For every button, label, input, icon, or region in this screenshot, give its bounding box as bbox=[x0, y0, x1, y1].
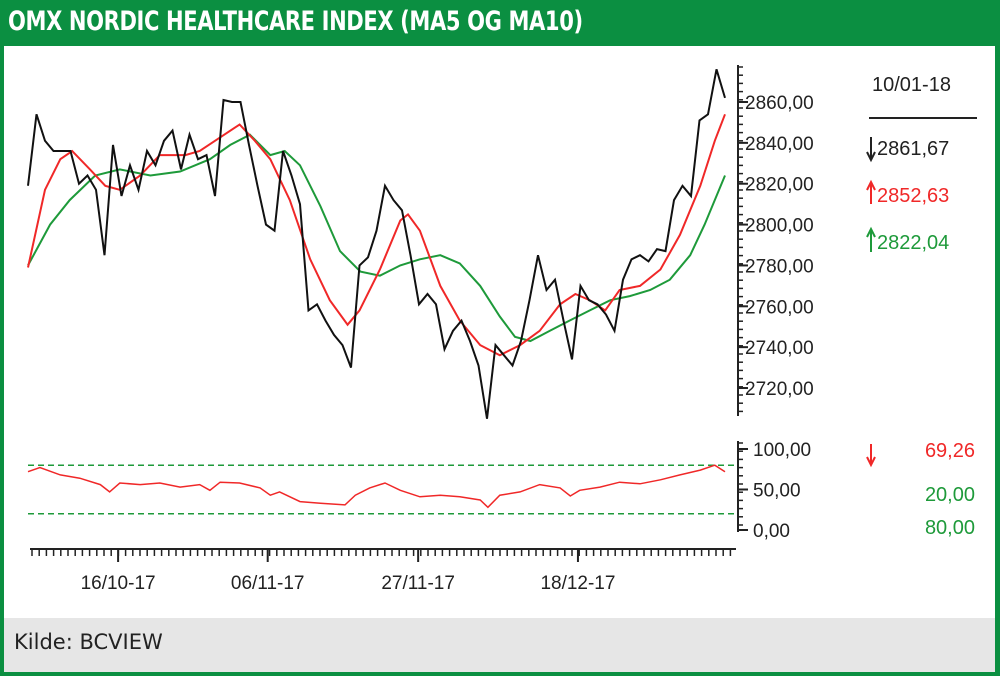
arrow-down-icon bbox=[866, 444, 876, 468]
legend-ma5-value: 2852,63 bbox=[877, 185, 949, 207]
legend-rsi-upper: 80,00 bbox=[925, 517, 975, 539]
price-y-tick-label: 2780,00 bbox=[745, 256, 814, 277]
source-bar: Kilde: BCVIEW bbox=[4, 618, 995, 672]
title-bar: OMX NORDIC HEALTHCARE INDEX (MA5 OG MA10… bbox=[0, 0, 1000, 46]
rsi-y-tick-label: 50,00 bbox=[753, 481, 801, 502]
ma5-line bbox=[27, 113, 726, 357]
rsi-y-tick-label: 100,00 bbox=[753, 440, 811, 461]
frame-border-left bbox=[0, 46, 4, 676]
price-y-tick-label: 2720,00 bbox=[745, 379, 814, 400]
x-tick-label: 18/12-17 bbox=[540, 573, 615, 594]
x-tick-label: 06/11-17 bbox=[231, 573, 305, 594]
source-label: Kilde: BCVIEW bbox=[14, 630, 163, 654]
chart-title: OMX NORDIC HEALTHCARE INDEX (MA5 OG MA10… bbox=[8, 6, 583, 37]
legend-index-value: 2861,67 bbox=[877, 138, 949, 160]
arrow-down-icon bbox=[866, 137, 876, 163]
frame-border-bottom bbox=[0, 672, 1000, 676]
arrow-up-icon bbox=[866, 179, 876, 204]
legend-rsi-lower: 20,00 bbox=[925, 484, 975, 506]
price-y-tick-label: 2820,00 bbox=[745, 175, 814, 196]
legend-rsi-value: 69,26 bbox=[925, 440, 975, 462]
price-y-tick-label: 2800,00 bbox=[745, 216, 814, 237]
x-tick-label: 16/10-17 bbox=[81, 573, 156, 594]
x-tick-label: 27/11-17 bbox=[381, 573, 455, 594]
index-line bbox=[27, 69, 726, 419]
price-y-tick-label: 2740,00 bbox=[745, 338, 814, 359]
rsi-line bbox=[27, 464, 726, 509]
price-y-tick-label: 2760,00 bbox=[745, 297, 814, 318]
price-y-tick-label: 2840,00 bbox=[745, 134, 814, 155]
price-y-tick-label: 2860,00 bbox=[745, 93, 814, 114]
arrow-up-icon bbox=[866, 226, 876, 252]
ma10-line bbox=[27, 133, 726, 343]
legend-ma10-value: 2822,04 bbox=[877, 232, 949, 254]
frame-border-right bbox=[995, 46, 1000, 676]
legend-date: 10/01-18 bbox=[872, 74, 951, 96]
rsi-y-tick-label: 0,00 bbox=[753, 521, 790, 542]
